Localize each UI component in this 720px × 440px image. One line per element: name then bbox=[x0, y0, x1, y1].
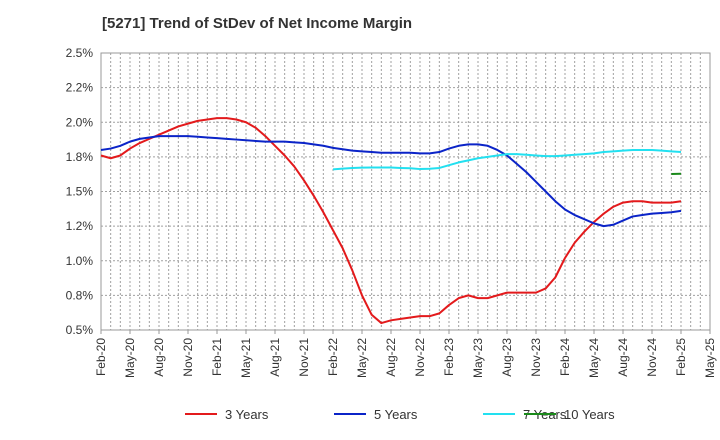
x-tick-label: May-24 bbox=[587, 338, 601, 378]
legend-label-10-years: 10 Years bbox=[564, 407, 615, 422]
x-tick-label: Nov-23 bbox=[529, 338, 543, 377]
x-tick-label: Feb-24 bbox=[558, 338, 572, 376]
x-tick-label: Feb-23 bbox=[442, 338, 456, 376]
x-tick-label: Aug-23 bbox=[500, 338, 514, 377]
y-tick-label: 1.8% bbox=[66, 150, 94, 164]
x-tick-label: Nov-21 bbox=[297, 338, 311, 377]
x-tick-label: Aug-24 bbox=[616, 338, 630, 377]
x-tick-label: May-22 bbox=[355, 338, 369, 378]
y-tick-label: 0.8% bbox=[66, 288, 94, 302]
y-tick-label: 1.2% bbox=[66, 219, 94, 233]
x-tick-label: Feb-22 bbox=[326, 338, 340, 376]
x-tick-label: May-20 bbox=[123, 338, 137, 378]
x-tick-label: Feb-20 bbox=[94, 338, 108, 376]
x-tick-label: May-21 bbox=[239, 338, 253, 378]
x-tick-label: Aug-22 bbox=[384, 338, 398, 377]
x-tick-label: Aug-20 bbox=[152, 338, 166, 377]
series-line-5-years bbox=[100, 135, 682, 228]
x-tick-label: May-25 bbox=[703, 338, 717, 378]
x-tick-label: Nov-22 bbox=[413, 338, 427, 377]
legend-label-3-years: 3 Years bbox=[225, 407, 269, 422]
series-line-3-years bbox=[100, 117, 682, 325]
y-tick-label: 1.5% bbox=[66, 185, 94, 199]
x-tick-label: Feb-25 bbox=[674, 338, 688, 376]
y-tick-label: 0.5% bbox=[66, 323, 94, 337]
y-tick-label: 1.0% bbox=[66, 254, 94, 268]
chart-title: [5271] Trend of StDev of Net Income Marg… bbox=[102, 15, 413, 32]
y-tick-label: 2.0% bbox=[66, 115, 94, 129]
x-tick-label: Feb-21 bbox=[210, 338, 224, 376]
legend-label-5-years: 5 Years bbox=[374, 407, 418, 422]
x-tick-label: Nov-20 bbox=[181, 338, 195, 377]
x-tick-label: May-23 bbox=[471, 338, 485, 378]
series-line-7-years bbox=[332, 148, 682, 171]
y-tick-label: 2.2% bbox=[66, 81, 94, 95]
x-tick-label: Aug-21 bbox=[268, 338, 282, 377]
x-tick-label: Nov-24 bbox=[645, 338, 659, 377]
y-tick-label: 2.5% bbox=[66, 46, 94, 60]
